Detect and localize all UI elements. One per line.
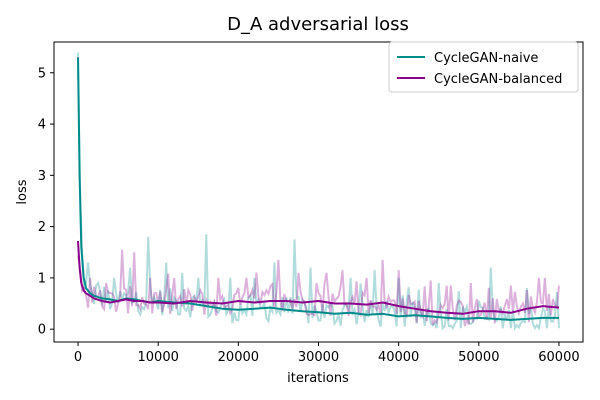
y-tick-label: 4 [38, 118, 46, 133]
x-axis-label: iterations [287, 371, 349, 386]
x-tick-label: 20000 [218, 350, 259, 365]
x-tick-label: 10000 [138, 350, 179, 365]
y-tick-label: 3 [38, 169, 46, 184]
y-axis-label: loss [15, 179, 30, 204]
y-tick-label: 1 [38, 271, 46, 286]
legend-frame [388, 41, 579, 93]
x-tick-label: 50000 [458, 350, 499, 365]
series-line-0 [77, 57, 559, 321]
plot-area [77, 52, 560, 332]
axes: 0 10000 20000 30000 40000 50000 60000 0 1 2 3 4 5 [38, 41, 584, 365]
x-tick-label: 0 [74, 350, 82, 365]
chart-title: D_A adversarial loss [227, 14, 409, 35]
x-tick-label: 60000 [538, 350, 579, 365]
raw-line-0 [77, 52, 560, 332]
x-tick-label: 30000 [298, 350, 339, 365]
y-tick-label: 0 [38, 323, 46, 338]
legend: CycleGAN-naive CycleGAN-balanced [388, 41, 579, 93]
series-line-1 [77, 240, 560, 315]
y-tick-label: 2 [38, 220, 46, 235]
x-tick-label: 40000 [378, 350, 419, 365]
legend-label-naive: CycleGAN-naive [434, 51, 538, 66]
y-tick-label: 5 [38, 66, 46, 81]
legend-label-balanced: CycleGAN-balanced [434, 72, 562, 87]
